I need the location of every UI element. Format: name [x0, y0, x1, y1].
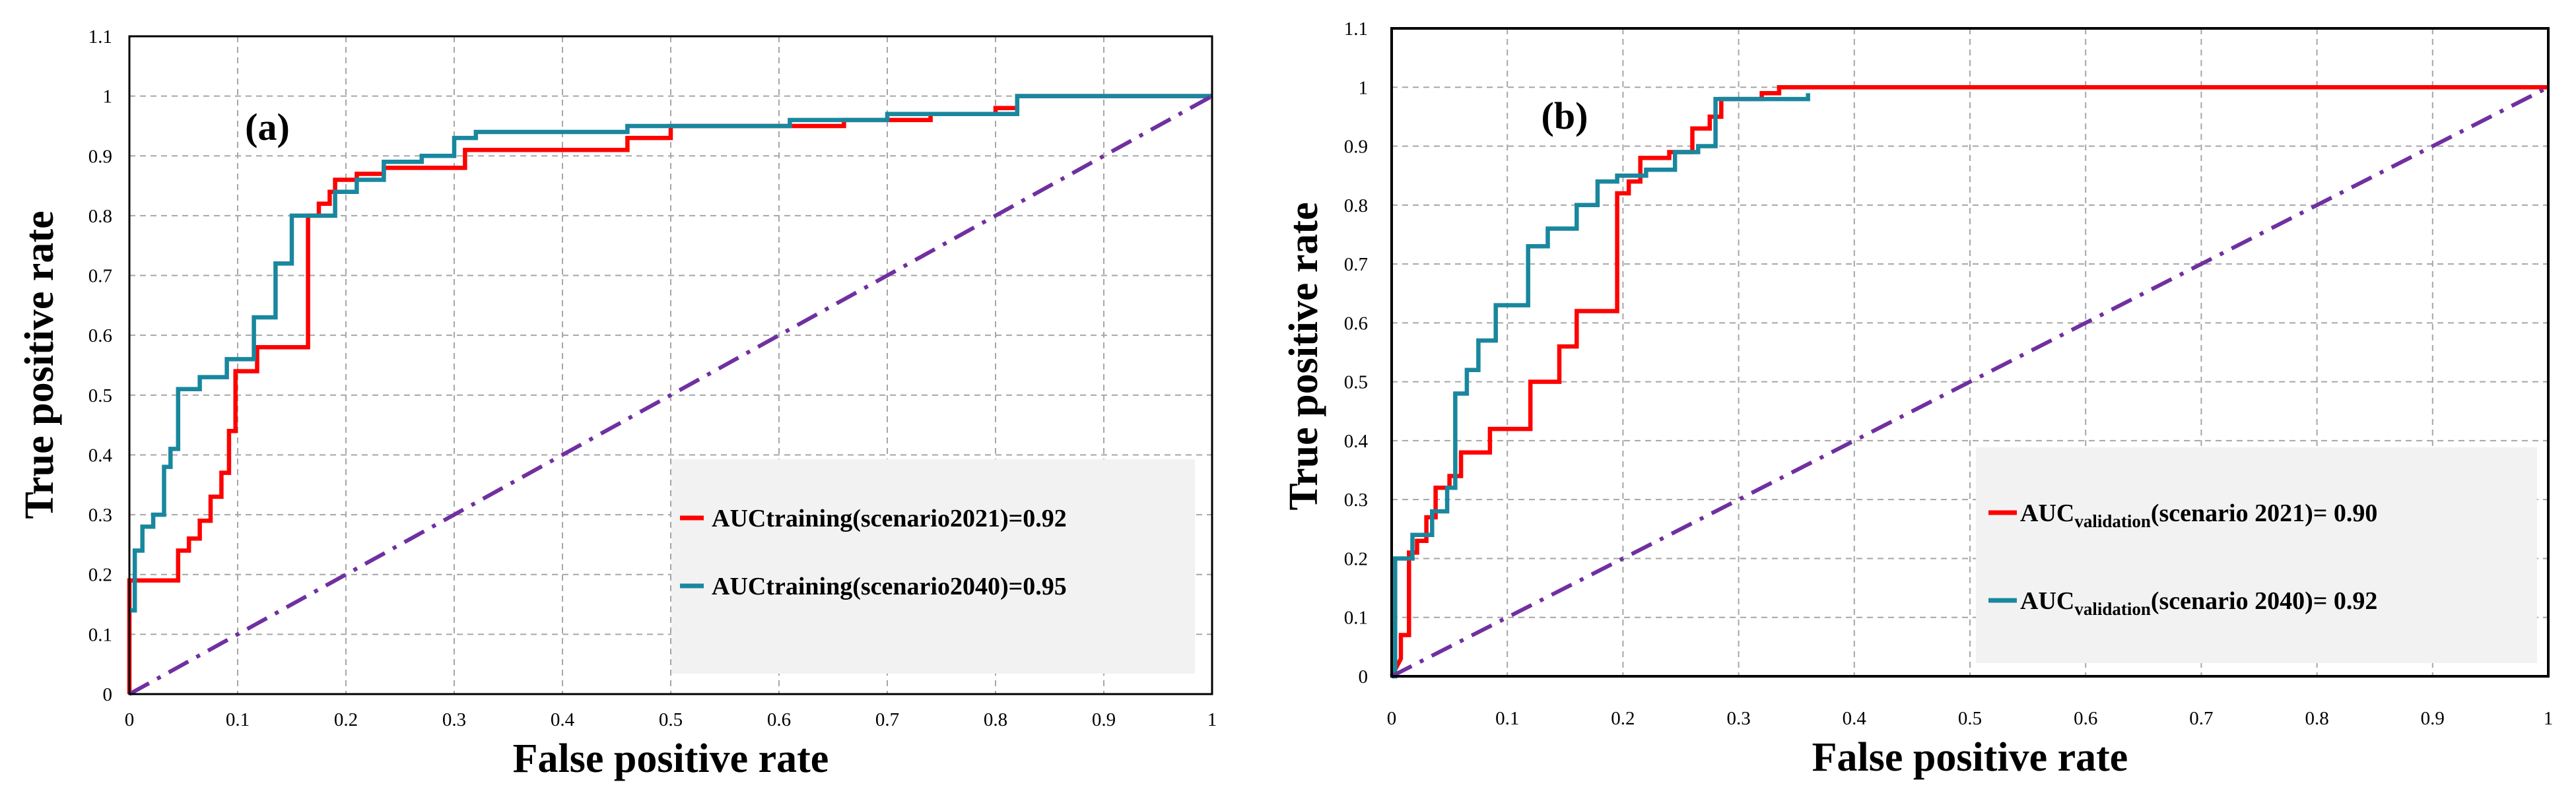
panel-label: (a) — [245, 106, 290, 148]
reference-diagonal-line — [1390, 85, 2550, 678]
x-tick-label: 0.9 — [2421, 708, 2445, 729]
x-tick-label: 0.5 — [659, 709, 683, 730]
y-tick-label: 0.3 — [1344, 490, 1368, 511]
x-tick-label: 0.1 — [1495, 708, 1519, 729]
legend-box — [1976, 447, 2537, 663]
y-tick-label: 0.2 — [88, 565, 112, 586]
x-axis-title: False positive rate — [1812, 735, 2128, 780]
panel-label: (b) — [1542, 94, 1588, 137]
y-tick-label: 1 — [1359, 77, 1369, 98]
y-tick-label: 0.8 — [88, 206, 112, 227]
y-tick-label: 0.8 — [1344, 195, 1368, 216]
legend-entry-prefix: AUC — [2020, 499, 2074, 527]
legend-entry-text: AUCtraining(scenario2021)=0.92 — [712, 505, 1067, 532]
x-tick-label: 1 — [1207, 709, 1217, 730]
y-tick-label: 0.5 — [88, 385, 112, 406]
legend-entry-label: AUCvalidation(scenario 2040)= 0.92 — [2020, 587, 2377, 619]
x-tick-label: 0.4 — [1843, 708, 1867, 729]
legend-entry-label: AUCtraining(scenario2021)=0.92 — [712, 505, 1067, 532]
x-tick-label: 0.2 — [1611, 708, 1635, 729]
y-tick-label: 1 — [103, 86, 113, 108]
legend-entry-prefix: AUC — [2020, 587, 2074, 615]
legend-entry-suffix: (scenario 2021)= 0.90 — [2151, 499, 2378, 527]
y-tick-label: 0 — [1359, 666, 1369, 687]
x-tick-label: 0.1 — [226, 709, 250, 730]
x-tick-label: 0.8 — [2305, 708, 2328, 729]
x-tick-label: 0.8 — [984, 709, 1007, 730]
x-tick-label: 0.7 — [2189, 708, 2213, 729]
legend-entry-suffix: (scenario 2040)= 0.92 — [2151, 587, 2378, 615]
y-tick-label: 0.1 — [1344, 608, 1368, 629]
x-tick-label: 1 — [2544, 708, 2554, 729]
x-tick-label: 0.5 — [1958, 708, 1982, 729]
x-tick-label: 0.3 — [442, 709, 466, 730]
y-tick-label: 0.9 — [1344, 137, 1368, 158]
x-tick-label: 0.3 — [1726, 708, 1750, 729]
x-axis-title: False positive rate — [513, 736, 829, 781]
y-tick-label: 0.4 — [1344, 431, 1369, 452]
legend-box — [671, 459, 1195, 674]
y-tick-label: 1.1 — [88, 26, 112, 48]
roc-panel-b: 0 0.1 0.2 0.3 0.4 0.5 0.6 0.7 0.8 0.9 1 0 0.1 0.2 0.3 0… — [1281, 18, 2553, 780]
y-tick-label: 1.1 — [1344, 18, 1368, 40]
y-tick-label: 0.9 — [88, 146, 112, 167]
x-tick-label: 0.7 — [875, 709, 899, 730]
legend-entry-label: AUCvalidation(scenario 2021)= 0.90 — [2020, 499, 2377, 531]
x-tick-label: 0.6 — [2074, 708, 2097, 729]
x-tick-label: 0.6 — [767, 709, 791, 730]
y-tick-label: 0.6 — [1344, 313, 1368, 334]
roc-curve-2021 — [1390, 85, 2548, 678]
roc-panel-a: 0 0.1 0.2 0.3 0.4 0.5 0.6 0.7 0.8 0.9 1 0 0.1 0.2 0.3 0… — [17, 26, 1217, 781]
reference-diagonal-line — [128, 94, 1213, 696]
y-tick-label: 0.1 — [88, 624, 112, 645]
y-tick-label: 0.5 — [1344, 372, 1368, 393]
legend-entry-subscript: validation — [2074, 599, 2151, 619]
x-tick-label: 0.2 — [334, 709, 358, 730]
legend-entry-label: AUCtraining(scenario2040)=0.95 — [712, 573, 1067, 600]
y-tick-label: 0.7 — [1344, 254, 1368, 275]
x-tick-label: 0.9 — [1092, 709, 1116, 730]
legend-entry-text: AUCtraining(scenario2040)=0.95 — [712, 573, 1067, 600]
y-tick-label: 0.6 — [88, 325, 112, 346]
y-axis-title: True positive rate — [17, 210, 62, 519]
x-tick-label: 0 — [1387, 708, 1397, 729]
y-tick-label: 0 — [103, 684, 113, 705]
y-axis-title: True positive rate — [1281, 202, 1326, 510]
legend-entry-subscript: validation — [2074, 511, 2151, 531]
roc-curve-2040 — [129, 94, 1212, 613]
y-tick-label: 0.3 — [88, 505, 112, 526]
x-tick-label: 0.4 — [551, 709, 575, 730]
plot-frame — [128, 35, 1213, 695]
y-tick-label: 0.4 — [88, 445, 113, 466]
y-tick-label: 0.2 — [1344, 548, 1368, 569]
x-tick-label: 0 — [125, 709, 135, 730]
plot-frame — [1390, 27, 2550, 678]
roc-curve-2040 — [1392, 93, 1810, 679]
y-tick-label: 0.7 — [88, 266, 112, 287]
